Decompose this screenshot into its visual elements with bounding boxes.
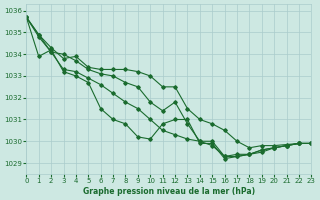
X-axis label: Graphe pression niveau de la mer (hPa): Graphe pression niveau de la mer (hPa) xyxy=(83,187,255,196)
